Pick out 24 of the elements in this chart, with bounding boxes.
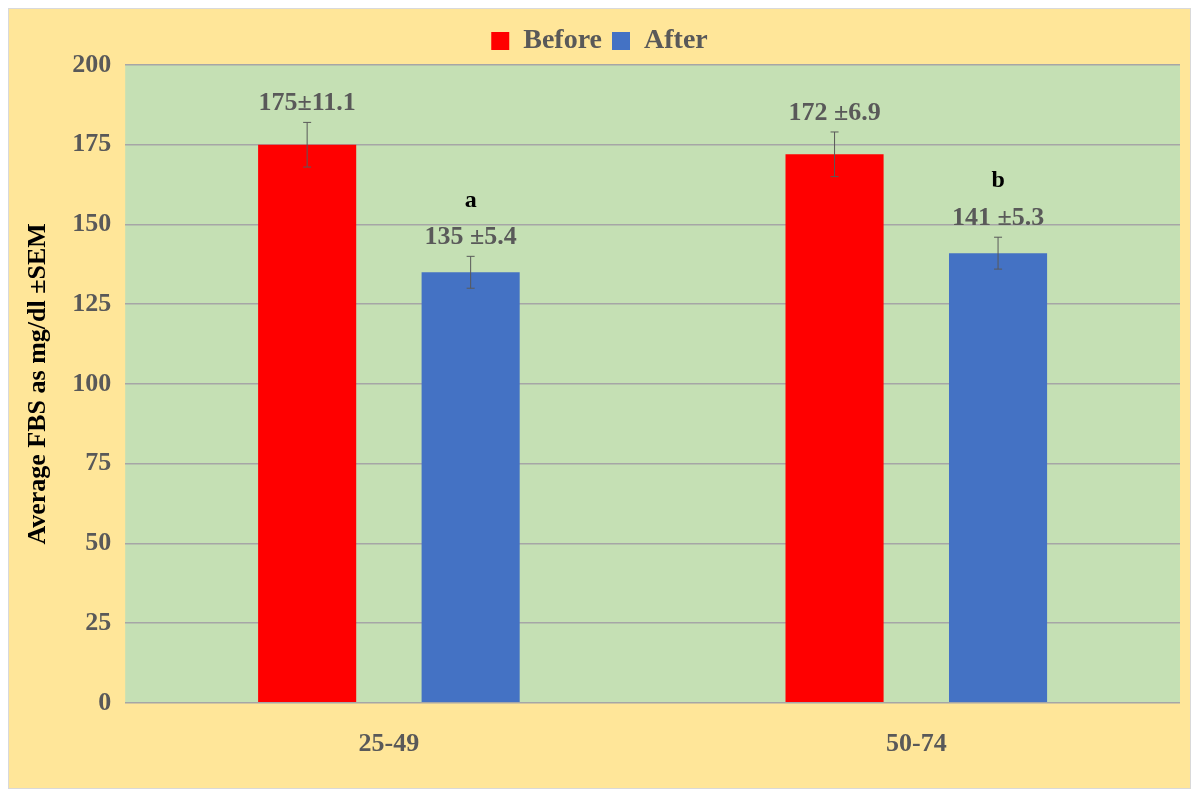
bar xyxy=(785,154,884,703)
x-tick-label: 50-74 xyxy=(885,728,947,758)
y-tick-label: 200 xyxy=(72,48,112,78)
bar xyxy=(949,253,1048,703)
annotation: a xyxy=(464,185,477,212)
legend-label: After xyxy=(644,23,708,55)
annotation: b xyxy=(991,166,1005,193)
data-label: 175±11.1 xyxy=(258,87,356,117)
data-label: 141 ±5.3 xyxy=(951,201,1045,231)
y-tick-label: 100 xyxy=(72,367,112,397)
y-tick-label: 0 xyxy=(98,686,112,716)
y-tick-label: 175 xyxy=(72,128,112,158)
x-tick-label: 25-49 xyxy=(358,728,420,758)
data-label: 172 ±6.9 xyxy=(788,96,881,126)
y-tick-label: 150 xyxy=(72,208,112,238)
y-tick-label: 75 xyxy=(85,447,112,477)
legend-label: Before xyxy=(523,23,603,55)
y-tick-label: 125 xyxy=(72,287,112,317)
y-tick-label: 25 xyxy=(85,606,112,636)
y-axis-title: Average FBS as mg/dl ±SEM xyxy=(22,223,52,545)
bar xyxy=(258,144,357,703)
y-tick-label: 50 xyxy=(85,527,112,557)
data-label: 135 ±5.4 xyxy=(424,221,517,251)
bar xyxy=(421,272,520,703)
